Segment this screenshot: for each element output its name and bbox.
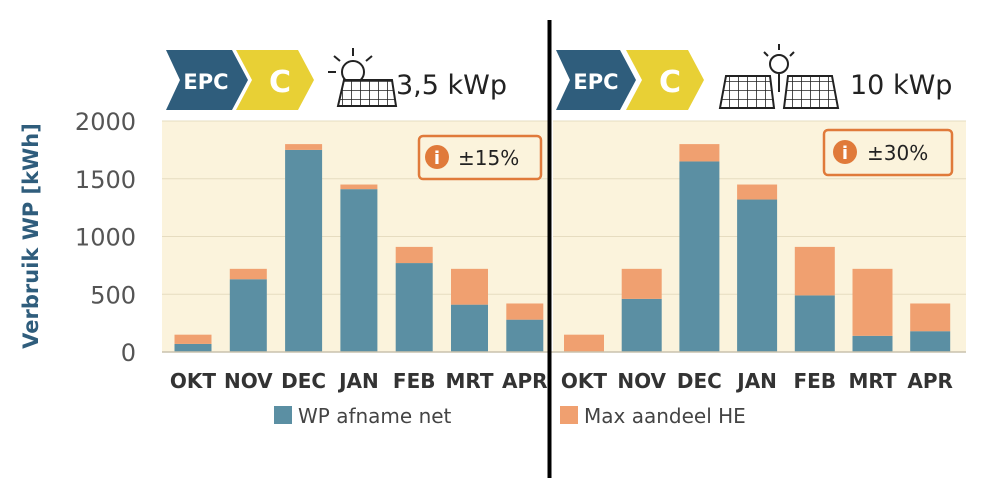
- bar-max-aandeel-he: [852, 268, 893, 336]
- x-tick-label: NOV: [224, 369, 273, 393]
- x-tick-label: FEB: [393, 369, 436, 393]
- info-box-left: i ±15%: [417, 134, 543, 181]
- x-tick-labels: OKT NOV DEC JAN FEB MRT APR OKT NOV DEC JAN FEB MRT A…: [170, 369, 953, 393]
- legend-swatch-base: [274, 406, 292, 424]
- bar-max-aandeel-he: [340, 184, 378, 190]
- epc-grade: C: [269, 65, 291, 100]
- x-tick-label: JAN: [337, 369, 379, 393]
- x-tick-label: JAN: [735, 369, 777, 393]
- x-tick-label: DEC: [677, 369, 722, 393]
- info-icon-glyph: i: [434, 148, 440, 169]
- bar-max-aandeel-he: [737, 184, 778, 200]
- epc-chevron-yellow: [236, 50, 314, 110]
- bar-wp-afname-net: [451, 304, 488, 352]
- info-icon: [833, 140, 857, 164]
- y-tick-label: 1000: [75, 224, 136, 252]
- epc-label: EPC: [183, 70, 228, 94]
- bar-max-aandeel-he: [621, 268, 662, 299]
- epc-badge-right: EPC C: [556, 50, 704, 110]
- x-tick-label: MRT: [445, 369, 493, 393]
- epc-label: EPC: [573, 70, 618, 94]
- bar-max-aandeel-he: [229, 268, 267, 280]
- y-tick-label: 500: [90, 281, 136, 309]
- bar-wp-afname-net: [621, 298, 662, 352]
- capacity-label-left: 3,5 kWp: [396, 70, 507, 101]
- epc-chevron-yellow: [626, 50, 704, 110]
- epc-chevron-dark: [166, 50, 248, 110]
- bar-wp-afname-net: [910, 331, 951, 352]
- bar-max-aandeel-he: [451, 268, 488, 305]
- x-tick-label: DEC: [281, 369, 326, 393]
- bar-max-aandeel-he: [395, 246, 433, 264]
- epc-grade: C: [659, 65, 681, 100]
- bar-max-aandeel-he: [910, 303, 951, 332]
- bar-max-aandeel-he: [564, 334, 604, 352]
- sun-solar-panel-icon: [328, 48, 398, 107]
- info-icon-glyph: i: [842, 143, 848, 164]
- x-tick-label: OKT: [561, 369, 608, 393]
- bar-max-aandeel-he: [506, 303, 544, 320]
- bar-wp-afname-net: [285, 149, 323, 352]
- bar-wp-afname-net: [506, 319, 544, 352]
- legend-swatch-stack: [560, 406, 578, 424]
- bar-max-aandeel-he: [285, 144, 323, 150]
- bar-wp-afname-net: [395, 263, 433, 352]
- info-box-right: i ±30%: [822, 128, 954, 177]
- y-tick-label: 0: [121, 339, 136, 367]
- bar-wp-afname-net: [174, 343, 212, 352]
- bar-wp-afname-net: [679, 161, 720, 352]
- y-tick-label: 2000: [75, 108, 136, 136]
- y-axis-label: Verbruik WP [kWh]: [19, 123, 43, 349]
- x-tick-label: NOV: [617, 369, 666, 393]
- x-tick-label: APR: [907, 369, 953, 393]
- bar-max-aandeel-he: [794, 246, 835, 296]
- capacity-label-right: 10 kWp: [850, 70, 952, 101]
- x-tick-label: FEB: [794, 369, 837, 393]
- epc-chevron-dark: [556, 50, 636, 110]
- legend-label-stack: Max aandeel HE: [584, 404, 746, 428]
- bar-max-aandeel-he: [174, 334, 212, 344]
- bar-wp-afname-net: [340, 189, 378, 352]
- bar-max-aandeel-he: [679, 144, 720, 162]
- bar-wp-afname-net: [852, 335, 893, 352]
- x-tick-label: MRT: [848, 369, 896, 393]
- x-tick-label: APR: [502, 369, 548, 393]
- bars-group: [174, 144, 951, 352]
- info-text-right: ±30%: [867, 141, 928, 165]
- info-text-left: ±15%: [458, 146, 519, 170]
- x-tick-label: OKT: [170, 369, 217, 393]
- bar-wp-afname-net: [229, 279, 267, 352]
- y-tick-label: 1500: [75, 166, 136, 194]
- epc-badge-left: EPC C: [166, 50, 314, 110]
- solar-array-bulb-icon: [718, 44, 840, 109]
- y-tick-labels: 0 500 1000 1500 2000: [75, 108, 136, 367]
- info-icon: [425, 145, 449, 169]
- legend: WP afname net Max aandeel HE: [274, 404, 746, 428]
- bar-wp-afname-net: [794, 295, 835, 352]
- legend-label-base: WP afname net: [298, 404, 452, 428]
- bar-wp-afname-net: [737, 199, 778, 352]
